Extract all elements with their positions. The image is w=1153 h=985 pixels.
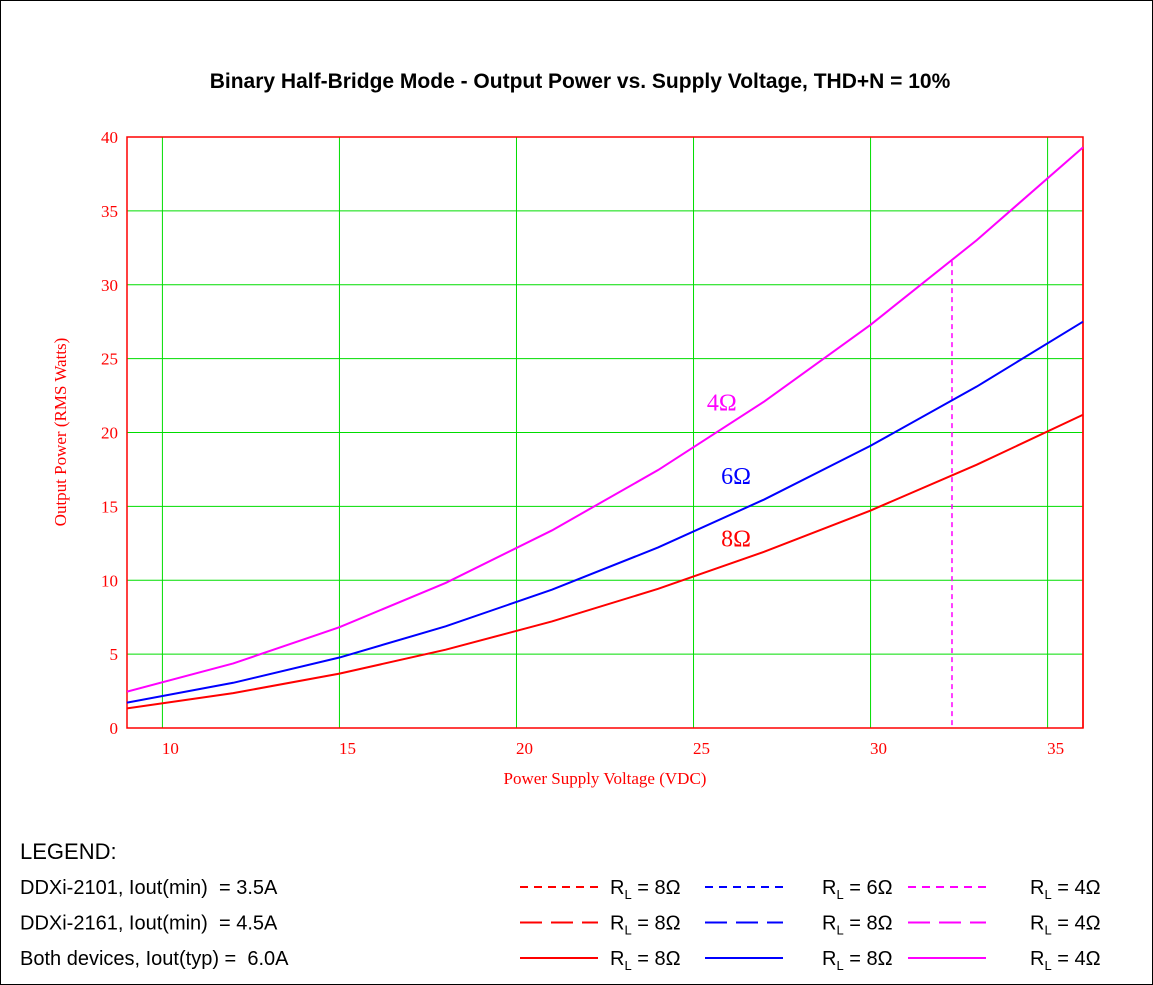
legend-device: Both devices, Iout(typ) = 6.0A — [20, 948, 289, 970]
legend-label: RL = 4Ω — [1030, 913, 1101, 938]
series-line — [126, 320, 1084, 704]
legend-symbol: R — [822, 913, 836, 935]
legend-subscript: L — [836, 923, 843, 938]
legend-value: = 4Ω — [1052, 913, 1101, 935]
legend-label: RL = 8Ω — [610, 913, 681, 938]
x-tick-label: 10 — [162, 739, 179, 758]
legend-label: RL = 8Ω — [610, 877, 681, 902]
legend-symbol: R — [1030, 948, 1044, 970]
x-tick-label: 20 — [516, 739, 533, 758]
legend-subscript: L — [836, 958, 843, 973]
legend-label: RL = 8Ω — [822, 948, 893, 973]
legend-symbol: R — [822, 948, 836, 970]
legend-symbol: R — [1030, 877, 1044, 899]
curve-label: 6Ω — [721, 464, 751, 490]
legend-value: = 4Ω — [1052, 948, 1101, 970]
legend-symbol: R — [610, 877, 624, 899]
x-axis-label: Power Supply Voltage (VDC) — [504, 769, 707, 788]
curve-label: 4Ω — [707, 390, 737, 416]
legend-subscript: L — [624, 923, 631, 938]
legend-device: DDXi-2101, Iout(min) = 3.5A — [20, 877, 278, 899]
legend-value: = 8Ω — [632, 948, 681, 970]
legend-symbol: R — [1030, 913, 1044, 935]
legend-device: DDXi-2161, Iout(min) = 4.5A — [20, 913, 278, 935]
x-tick-label: 15 — [339, 739, 356, 758]
legend-value: = 8Ω — [844, 948, 893, 970]
y-tick-label: 10 — [101, 571, 118, 590]
legend-subscript: L — [836, 887, 843, 902]
legend-heading: LEGEND: — [20, 839, 117, 864]
series-line — [126, 146, 1084, 693]
y-tick-label: 30 — [101, 276, 118, 295]
x-tick-label: 25 — [693, 739, 710, 758]
x-tick-label: 35 — [1047, 739, 1064, 758]
legend-subscript: L — [1044, 958, 1051, 973]
legend-symbol: R — [610, 913, 624, 935]
legend-value: = 8Ω — [844, 913, 893, 935]
legend-symbol: R — [822, 877, 836, 899]
legend-symbol: R — [610, 948, 624, 970]
y-tick-label: 25 — [101, 350, 118, 369]
legend-subscript: L — [624, 887, 631, 902]
chart-title: Binary Half-Bridge Mode - Output Power v… — [210, 70, 951, 93]
legend-subscript: L — [624, 958, 631, 973]
y-tick-label: 20 — [101, 424, 118, 443]
series-line — [126, 413, 1084, 710]
y-tick-label: 40 — [101, 128, 118, 147]
y-tick-label: 5 — [110, 645, 119, 664]
legend-value: = 4Ω — [1052, 877, 1101, 899]
legend-label: RL = 6Ω — [822, 877, 893, 902]
y-tick-label: 15 — [101, 497, 118, 516]
legend-value: = 8Ω — [632, 877, 681, 899]
y-tick-label: 0 — [110, 719, 119, 738]
legend-subscript: L — [1044, 923, 1051, 938]
x-tick-label: 30 — [870, 739, 887, 758]
legend-value: = 8Ω — [632, 913, 681, 935]
legend-label: RL = 8Ω — [822, 913, 893, 938]
legend-label: RL = 8Ω — [610, 948, 681, 973]
legend-label: RL = 4Ω — [1030, 877, 1101, 902]
legend-subscript: L — [1044, 887, 1051, 902]
legend-label: RL = 4Ω — [1030, 948, 1101, 973]
curve-label: 8Ω — [721, 526, 751, 552]
y-axis-label: Output Power (RMS Watts) — [51, 338, 70, 527]
y-tick-label: 35 — [101, 202, 118, 221]
legend-value: = 6Ω — [844, 877, 893, 899]
